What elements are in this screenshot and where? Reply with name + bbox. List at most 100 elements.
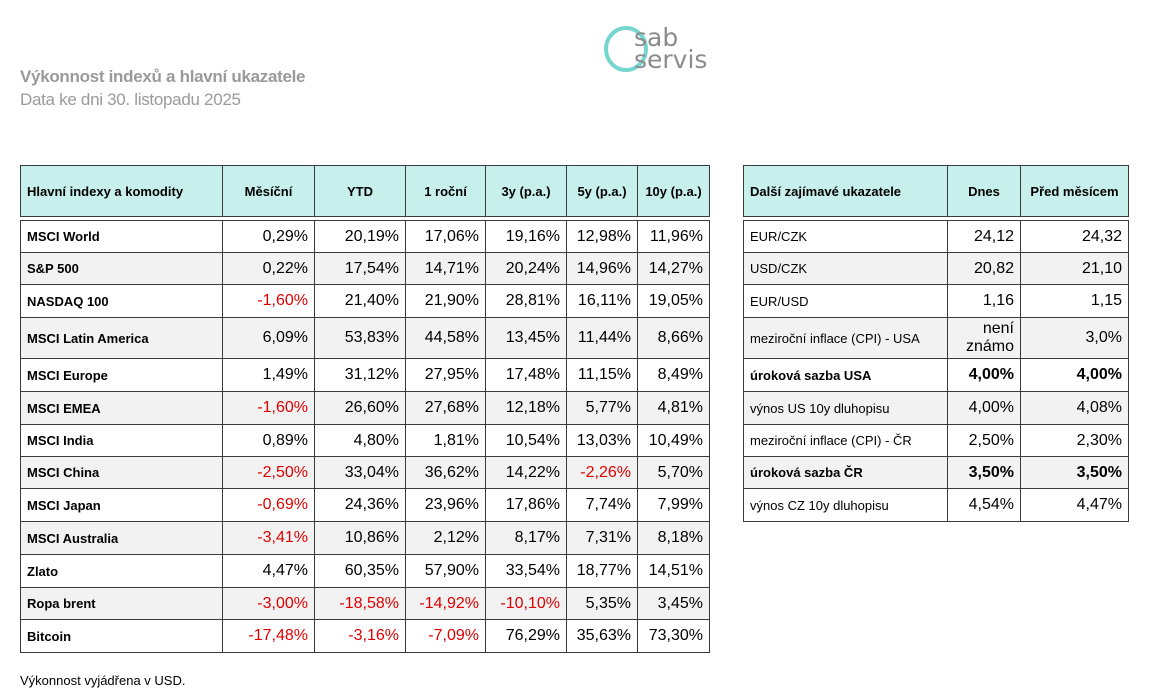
table-row: meziroční inflace (CPI) - USA není známo 3… [743, 317, 1129, 359]
cell-value: 24,12 [947, 220, 1021, 253]
cell-value: 11,44% [566, 317, 638, 359]
column-header: Měsíční [222, 165, 315, 217]
cell-value: 4,00% [947, 358, 1021, 392]
row-label: EUR/CZK [743, 220, 948, 253]
indicators-header: Další zajímavé ukazatele Dnes Před měsícem [743, 165, 1129, 217]
table-row: MSCI Europe 1,49% 31,12% 27,95% 17,48% 11,15%… [20, 358, 710, 392]
cell-value: 13,45% [485, 317, 567, 359]
cell-value: -7,09% [405, 619, 486, 653]
table-row: S&P 500 0,22% 17,54% 14,71% 20,24% 14,96% 14,2… [20, 252, 710, 285]
row-label: EUR/USD [743, 284, 948, 318]
cell-value: -2,26% [566, 456, 638, 489]
indices-table: MSCI World 0,29% 20,19% 17,06% 19,16% 12,98% 1… [20, 220, 710, 653]
cell-value: 21,90% [405, 284, 486, 318]
row-label: výnos CZ 10y dluhopisu [743, 488, 948, 522]
cell-value: 24,36% [314, 488, 406, 522]
cell-value: 13,03% [566, 424, 638, 457]
cell-value: 3,50% [947, 456, 1021, 489]
cell-value: -2,50% [222, 456, 315, 489]
table-row: Zlato 4,47% 60,35% 57,90% 33,54% 18,77% 14,51% [20, 554, 710, 588]
cell-value: 17,06% [405, 220, 486, 253]
logo-text: servis [634, 45, 707, 74]
table-row: Ropa brent -3,00% -18,58% -14,92% -10,10% 5,3… [20, 587, 710, 620]
cell-value: 33,04% [314, 456, 406, 489]
cell-value: 2,50% [947, 424, 1021, 457]
cell-value: 19,16% [485, 220, 567, 253]
logo: sab servis [604, 23, 707, 74]
cell-value: 4,80% [314, 424, 406, 457]
cell-value: 20,19% [314, 220, 406, 253]
cell-value: 1,16 [947, 284, 1021, 318]
cell-value: -18,58% [314, 587, 406, 620]
table-row: NASDAQ 100 -1,60% 21,40% 21,90% 28,81% 16,11%… [20, 284, 710, 318]
cell-value: 4,54% [947, 488, 1021, 522]
cell-value: 7,99% [637, 488, 710, 522]
row-label: úroková sazba USA [743, 358, 948, 392]
cell-value: 26,60% [314, 391, 406, 425]
cell-value: 16,11% [566, 284, 638, 318]
cell-value: 3,0% [1020, 317, 1129, 359]
cell-value: 0,89% [222, 424, 315, 457]
cell-value: 57,90% [405, 554, 486, 588]
cell-value: 8,49% [637, 358, 710, 392]
table-row: úroková sazba USA 4,00% 4,00% [743, 358, 1129, 392]
table-row: MSCI World 0,29% 20,19% 17,06% 19,16% 12,98% 1… [20, 220, 710, 253]
cell-value: 10,49% [637, 424, 710, 457]
cell-value: 14,96% [566, 252, 638, 285]
cell-value: není známo [947, 317, 1021, 359]
cell-value: 7,31% [566, 521, 638, 555]
cell-value: 1,15 [1020, 284, 1129, 318]
row-label: MSCI Japan [20, 488, 223, 522]
table-row: MSCI Japan -0,69% 24,36% 23,96% 17,86% 7,74% 7… [20, 488, 710, 522]
table-row: EUR/CZK 24,12 24,32 [743, 220, 1129, 253]
row-label: S&P 500 [20, 252, 223, 285]
cell-value: -3,41% [222, 521, 315, 555]
cell-value: 5,77% [566, 391, 638, 425]
row-label: meziroční inflace (CPI) - ČR [743, 424, 948, 457]
column-header: YTD [314, 165, 406, 217]
cell-value: 4,00% [947, 391, 1021, 425]
row-label: MSCI Latin America [20, 317, 223, 359]
cell-value: 14,51% [637, 554, 710, 588]
cell-value: 27,68% [405, 391, 486, 425]
cell-value: 18,77% [566, 554, 638, 588]
row-label: MSCI India [20, 424, 223, 457]
cell-value: 2,12% [405, 521, 486, 555]
row-label: MSCI World [20, 220, 223, 253]
cell-value: 21,40% [314, 284, 406, 318]
cell-value: 14,27% [637, 252, 710, 285]
cell-value: 44,58% [405, 317, 486, 359]
row-label: úroková sazba ČR [743, 456, 948, 489]
cell-value: 27,95% [405, 358, 486, 392]
cell-value: 28,81% [485, 284, 567, 318]
row-label: MSCI China [20, 456, 223, 489]
cell-value: 17,86% [485, 488, 567, 522]
header-row: Hlavní indexy a komodity Měsíční YTD 1 ročn… [20, 165, 710, 217]
cell-value: 5,35% [566, 587, 638, 620]
cell-value: 2,30% [1020, 424, 1129, 457]
cell-value: -3,16% [314, 619, 406, 653]
table-row: USD/CZK 20,82 21,10 [743, 252, 1129, 285]
cell-value: 21,10 [1020, 252, 1129, 285]
column-header: 5y (p.a.) [566, 165, 638, 217]
cell-value: 7,74% [566, 488, 638, 522]
row-label: meziroční inflace (CPI) - USA [743, 317, 948, 359]
table-row: MSCI India 0,89% 4,80% 1,81% 10,54% 13,03% 10,… [20, 424, 710, 457]
cell-value: 60,35% [314, 554, 406, 588]
row-label: NASDAQ 100 [20, 284, 223, 318]
cell-value: 17,48% [485, 358, 567, 392]
table-row: Bitcoin -17,48% -3,16% -7,09% 76,29% 35,63% 73… [20, 619, 710, 653]
cell-value: 5,70% [637, 456, 710, 489]
row-label: Bitcoin [20, 619, 223, 653]
table-row: MSCI China -2,50% 33,04% 36,62% 14,22% -2,26%… [20, 456, 710, 489]
cell-value: 53,83% [314, 317, 406, 359]
table-row: výnos US 10y dluhopisu 4,00% 4,08% [743, 391, 1129, 425]
cell-value: 4,47% [222, 554, 315, 588]
footer: Výkonnost vyjádřena v USD. [20, 673, 186, 688]
column-header: 1 roční [405, 165, 486, 217]
cell-value: 10,86% [314, 521, 406, 555]
cell-value: 12,98% [566, 220, 638, 253]
cell-value: 11,96% [637, 220, 710, 253]
logo-ring [604, 26, 648, 72]
